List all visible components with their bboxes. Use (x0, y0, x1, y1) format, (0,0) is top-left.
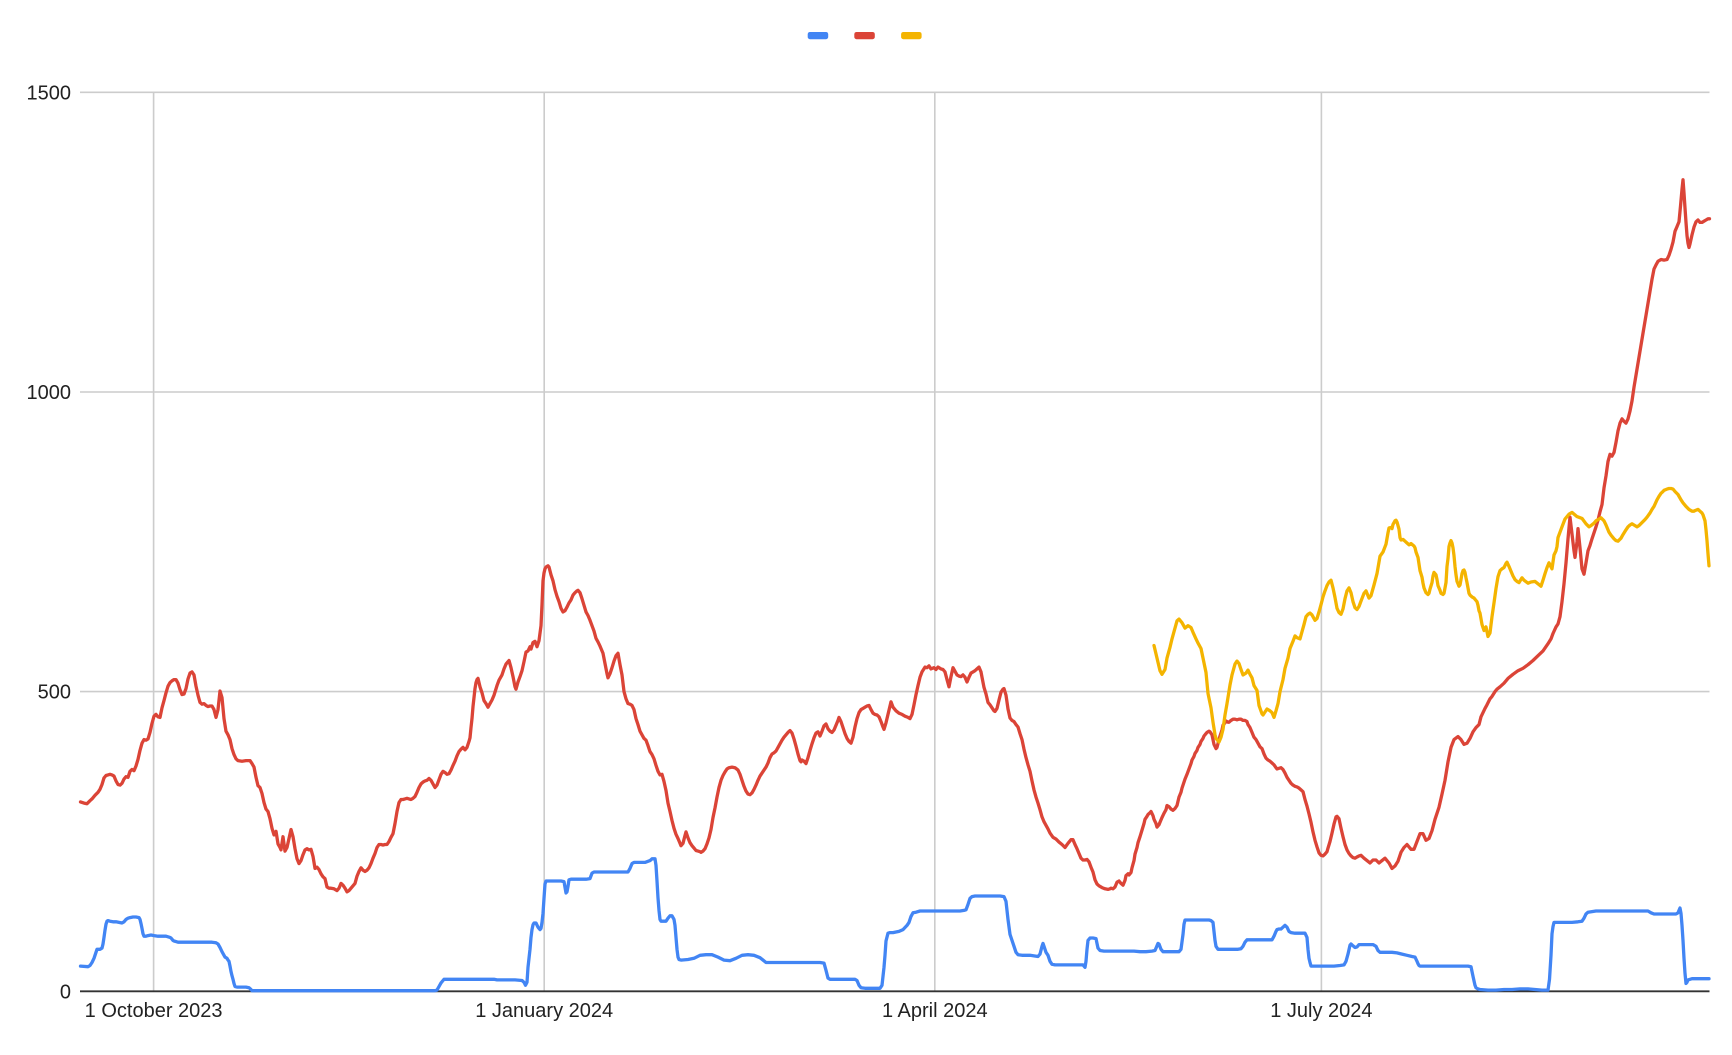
svg-text:1000: 1000 (27, 382, 72, 404)
svg-text:1500: 1500 (27, 82, 72, 104)
svg-text:1 October 2023: 1 October 2023 (85, 1000, 223, 1022)
svg-text:1 July 2024: 1 July 2024 (1270, 1000, 1372, 1022)
svg-text:1 January 2024: 1 January 2024 (475, 1000, 613, 1022)
svg-text:500: 500 (38, 682, 71, 704)
svg-text:1 April 2024: 1 April 2024 (882, 1000, 988, 1022)
svg-text:0: 0 (60, 981, 71, 1003)
